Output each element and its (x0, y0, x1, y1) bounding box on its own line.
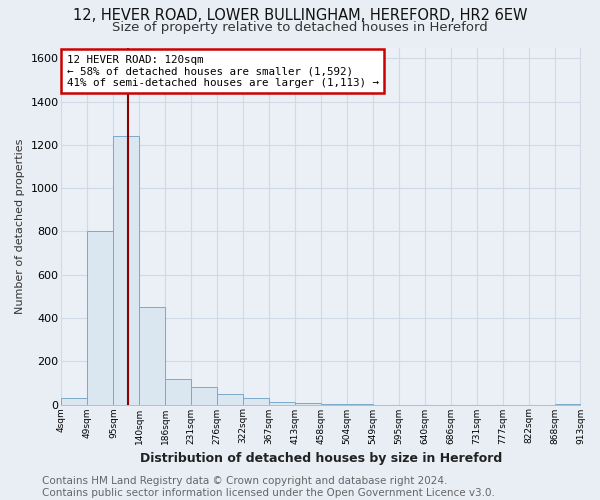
Text: 12 HEVER ROAD: 120sqm
← 58% of detached houses are smaller (1,592)
41% of semi-d: 12 HEVER ROAD: 120sqm ← 58% of detached … (67, 54, 379, 88)
Text: Contains HM Land Registry data © Crown copyright and database right 2024.
Contai: Contains HM Land Registry data © Crown c… (42, 476, 495, 498)
Text: 12, HEVER ROAD, LOWER BULLINGHAM, HEREFORD, HR2 6EW: 12, HEVER ROAD, LOWER BULLINGHAM, HEREFO… (73, 8, 527, 22)
Bar (243, 398, 269, 404)
Bar (217, 394, 243, 404)
Bar (87, 232, 113, 404)
Bar (61, 398, 87, 404)
Bar (139, 307, 166, 404)
Bar (191, 387, 217, 404)
X-axis label: Distribution of detached houses by size in Hereford: Distribution of detached houses by size … (140, 452, 502, 465)
Bar (269, 402, 295, 404)
Text: Size of property relative to detached houses in Hereford: Size of property relative to detached ho… (112, 21, 488, 34)
Bar (113, 136, 139, 404)
Y-axis label: Number of detached properties: Number of detached properties (15, 138, 25, 314)
Bar (166, 378, 191, 404)
